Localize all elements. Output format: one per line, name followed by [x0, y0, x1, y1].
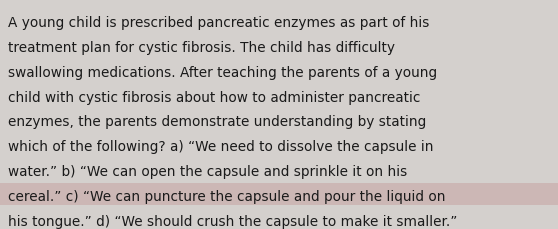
Text: child with cystic fibrosis about how to administer pancreatic: child with cystic fibrosis about how to …	[8, 90, 421, 104]
Text: his tongue.” d) “We should crush the capsule to make it smaller.”: his tongue.” d) “We should crush the cap…	[8, 214, 458, 228]
Text: water.” b) “We can open the capsule and sprinkle it on his: water.” b) “We can open the capsule and …	[8, 164, 408, 178]
FancyBboxPatch shape	[0, 183, 558, 205]
Text: treatment plan for cystic fibrosis. The child has difficulty: treatment plan for cystic fibrosis. The …	[8, 41, 396, 55]
Text: swallowing medications. After teaching the parents of a young: swallowing medications. After teaching t…	[8, 65, 437, 79]
Text: A young child is prescribed pancreatic enzymes as part of his: A young child is prescribed pancreatic e…	[8, 16, 430, 30]
Text: enzymes, the parents demonstrate understanding by stating: enzymes, the parents demonstrate underst…	[8, 115, 427, 129]
Text: cereal.” c) “We can puncture the capsule and pour the liquid on: cereal.” c) “We can puncture the capsule…	[8, 189, 446, 203]
Text: which of the following? a) “We need to dissolve the capsule in: which of the following? a) “We need to d…	[8, 140, 434, 154]
